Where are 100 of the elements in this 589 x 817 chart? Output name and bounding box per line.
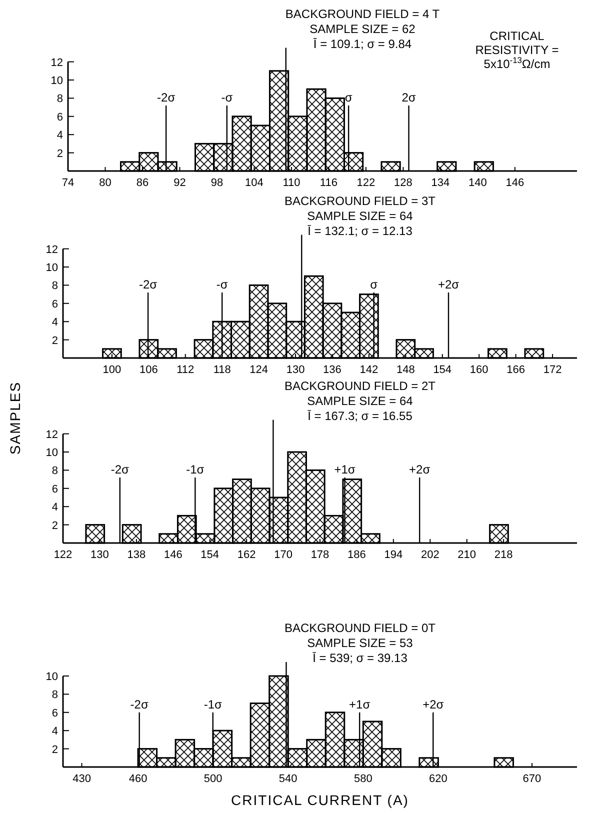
chart-title: BACKGROUND FIELD = 3T <box>284 194 436 208</box>
x-tick-label: 460 <box>128 773 148 785</box>
chart-title: BACKGROUND FIELD = 2T <box>284 378 436 393</box>
x-tick-label: 166 <box>506 364 525 376</box>
x-tick-label: 122 <box>356 177 376 189</box>
x-tick-label: 670 <box>522 773 542 785</box>
y-tick-label: 8 <box>52 689 58 702</box>
x-tick-label: 80 <box>99 177 112 189</box>
y-tick-label: 6 <box>52 298 58 310</box>
x-tick-label: 160 <box>470 364 488 376</box>
y-tick-label: 8 <box>52 280 58 292</box>
x-tick-label: 136 <box>323 364 342 376</box>
ref-line-label: +2σ <box>438 277 460 292</box>
y-tick-label: 10 <box>50 75 63 87</box>
x-tick-label: 210 <box>458 549 476 561</box>
y-tick-label: 2 <box>56 148 63 160</box>
x-tick-label: 142 <box>360 364 378 376</box>
y-tick-label: 8 <box>56 93 63 106</box>
y-tick-label: 6 <box>52 483 58 496</box>
annotation: CRITICAL RESISTIVITY = 5x10$^{-13}$Ω/cm <box>475 28 559 71</box>
x-tick-label: 106 <box>139 364 158 376</box>
y-tick-label: 10 <box>46 447 58 459</box>
ref-line-label: -2σ <box>157 90 176 104</box>
ref-line-label: -2σ <box>110 462 130 476</box>
y-axis-title: SAMPLES <box>7 381 23 455</box>
ref-line-label: 2σ <box>402 90 416 104</box>
ref-line-label: σ <box>344 90 353 104</box>
y-tick-label: 4 <box>56 130 63 142</box>
ref-line-label: -2σ <box>130 697 149 712</box>
ref-line-label: -2σ <box>139 277 158 292</box>
x-tick-label: 580 <box>354 773 372 785</box>
x-tick-label: 172 <box>543 364 562 376</box>
x-tick-label: 430 <box>72 773 91 785</box>
ref-line-label: +1σ <box>349 697 371 712</box>
x-tick-label: 202 <box>420 549 440 561</box>
y-tick-label: 10 <box>46 671 58 683</box>
x-tick-label: 186 <box>348 549 366 561</box>
x-tick-label: 118 <box>213 364 231 376</box>
y-tick-label: 4 <box>52 502 58 514</box>
text: Ī = 132.1; σ = 12.13 <box>308 224 413 238</box>
y-tick-label: 12 <box>46 244 58 256</box>
x-tick-label: 500 <box>204 773 222 785</box>
y-tick-label: 10 <box>46 262 58 274</box>
y-tick-label: 4 <box>52 316 58 329</box>
ref-line-label: σ <box>370 277 378 292</box>
ref-line-label: +1σ <box>334 462 356 476</box>
chart-subtitle: SAMPLE SIZE = 62 <box>310 22 416 36</box>
x-tick-label: 130 <box>286 364 305 376</box>
x-tick-label: 128 <box>394 177 412 189</box>
x-tick-label: 194 <box>384 549 403 561</box>
x-tick-label: 116 <box>320 177 338 189</box>
text: Ī = 109.1; σ = 9.84 <box>313 36 412 51</box>
x-tick-label: 162 <box>237 549 256 561</box>
x-tick-label: 154 <box>200 549 220 561</box>
x-tick-label: 92 <box>174 177 186 189</box>
y-tick-label: 12 <box>50 56 63 69</box>
ref-line-label: -1σ <box>204 697 223 712</box>
y-tick-label: 2 <box>52 334 58 347</box>
x-tick-label: 122 <box>54 549 72 561</box>
x-tick-label: 178 <box>310 549 330 561</box>
y-tick-label: 6 <box>52 707 58 720</box>
chart-subtitle: SAMPLE SIZE = 53 <box>307 636 414 650</box>
x-tick-label: 104 <box>245 177 264 189</box>
x-tick-label: 218 <box>494 549 513 561</box>
x-tick-label: 74 <box>62 177 74 189</box>
x-tick-label: 112 <box>176 364 194 376</box>
chart-subtitle: SAMPLE SIZE = 64 <box>307 394 414 408</box>
x-axis-title: CRITICAL CURRENT (A) <box>231 792 409 808</box>
ref-line-label: +2σ <box>422 697 444 712</box>
x-tick-label: 148 <box>396 364 415 376</box>
y-tick-label: 12 <box>46 428 58 441</box>
ref-line-label: -σ <box>216 277 228 292</box>
x-tick-label: 124 <box>250 364 268 376</box>
x-tick-label: 100 <box>102 364 122 376</box>
x-tick-label: 170 <box>274 549 292 561</box>
x-tick-label: 154 <box>433 364 452 376</box>
x-tick-label: 86 <box>136 177 149 189</box>
y-tick-label: 2 <box>52 744 58 756</box>
y-tick-label: 2 <box>52 520 58 532</box>
x-tick-label: 98 <box>210 177 224 189</box>
ref-line-label: -1σ <box>186 462 205 476</box>
x-tick-label: 620 <box>429 773 448 785</box>
x-tick-label: 146 <box>164 549 182 561</box>
x-tick-label: 540 <box>278 773 298 785</box>
x-tick-label: 134 <box>431 177 450 189</box>
chart-title: BACKGROUND FIELD = 4 T <box>285 6 440 21</box>
text: Ī = 167.3; σ = 16.55 <box>308 408 413 423</box>
x-tick-label: 138 <box>127 549 146 561</box>
chart-title: BACKGROUND FIELD = 0T <box>284 621 436 635</box>
x-tick-label: 140 <box>468 177 487 189</box>
x-tick-label: 146 <box>506 177 524 189</box>
y-tick-label: 8 <box>52 465 58 478</box>
ref-line-label: +2σ <box>409 462 431 476</box>
y-tick-label: 6 <box>56 111 63 124</box>
chart-subtitle: SAMPLE SIZE = 64 <box>307 208 414 223</box>
x-tick-label: 130 <box>90 549 109 561</box>
y-tick-label: 4 <box>52 726 58 738</box>
text: Ī = 539; σ = 39.13 <box>312 651 408 665</box>
x-tick-label: 110 <box>282 177 300 189</box>
ref-line-label: -σ <box>221 90 234 104</box>
